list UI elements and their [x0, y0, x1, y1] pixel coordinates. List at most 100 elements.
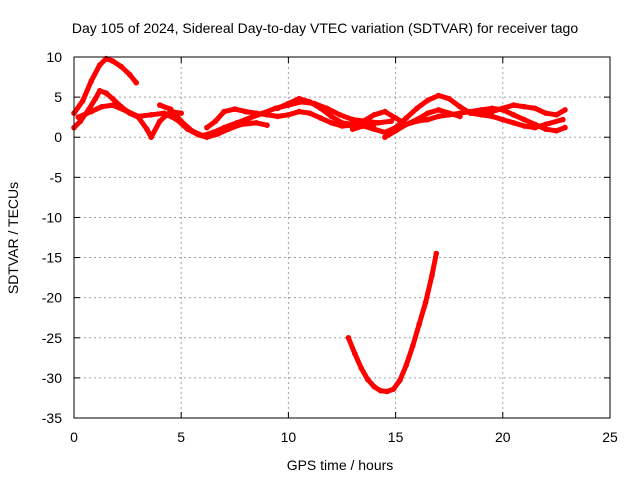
x-axis-label: GPS time / hours: [287, 457, 394, 473]
y-tick-label: -5: [50, 169, 63, 185]
y-tick-label: -15: [42, 250, 62, 266]
data-point: [285, 112, 292, 118]
x-tick-label: 15: [388, 429, 404, 445]
data-point: [500, 105, 506, 112]
x-tick-label: 25: [602, 429, 618, 445]
x-tick-label: 20: [495, 429, 511, 445]
data-point: [349, 121, 356, 128]
data-point: [96, 87, 103, 94]
data-point: [99, 103, 105, 110]
data-point: [328, 120, 335, 126]
data-point: [124, 108, 131, 115]
data-point: [126, 71, 133, 78]
data-point: [79, 98, 86, 104]
data-point: [274, 105, 281, 112]
y-tick-label: 5: [54, 89, 62, 105]
y-tick-label: -30: [42, 370, 62, 386]
data-point: [88, 78, 94, 84]
data-point: [96, 62, 103, 68]
data-point: [144, 126, 150, 132]
data-point: [435, 107, 442, 113]
data-layer: [71, 55, 568, 395]
data-point: [345, 335, 352, 341]
data-point: [414, 105, 420, 112]
data-point: [489, 108, 495, 115]
data-point: [446, 95, 453, 102]
data-point: [221, 108, 227, 115]
data-point: [328, 113, 335, 120]
data-point: [274, 113, 281, 120]
data-point: [253, 120, 259, 126]
data-point: [562, 124, 568, 131]
data-point: [521, 123, 527, 129]
data-point: [384, 388, 390, 395]
data-point: [75, 114, 82, 120]
data-point: [371, 121, 378, 128]
series-track-7: [349, 92, 566, 136]
data-point: [510, 120, 517, 126]
data-point: [542, 121, 549, 128]
data-point: [296, 108, 302, 115]
data-point: [414, 118, 420, 124]
data-point: [553, 112, 560, 118]
data-point: [521, 116, 527, 123]
data-point: [457, 110, 463, 116]
series-track-9: [478, 102, 568, 118]
data-point: [403, 362, 410, 368]
data-point: [457, 103, 463, 110]
data-point: [388, 118, 395, 124]
data-point: [371, 126, 378, 132]
data-point: [435, 113, 442, 120]
data-point: [157, 102, 163, 108]
data-point: [317, 105, 324, 112]
y-tick-label: -25: [42, 330, 62, 346]
data-point: [532, 105, 538, 112]
data-point: [148, 134, 154, 140]
data-point: [285, 100, 292, 107]
chart-title: Day 105 of 2024, Sidereal Day-to-day VTE…: [72, 20, 579, 36]
data-point: [221, 124, 227, 131]
data-point: [264, 112, 270, 118]
data-point: [360, 118, 367, 124]
data-point: [135, 113, 142, 120]
data-point: [392, 115, 399, 121]
data-point: [560, 116, 566, 123]
data-point: [109, 102, 116, 108]
y-axis-label: SDTVAR / TECUs: [5, 182, 21, 294]
data-point: [349, 126, 356, 132]
data-point: [264, 122, 270, 128]
data-point: [118, 63, 124, 70]
data-point: [178, 118, 184, 124]
data-point: [349, 116, 356, 123]
data-point: [157, 118, 163, 124]
data-point: [88, 108, 94, 115]
data-point: [489, 113, 495, 120]
data-point: [232, 106, 238, 112]
y-tick-label: 0: [54, 129, 62, 145]
data-point: [562, 107, 568, 113]
data-point: [337, 112, 343, 118]
data-point: [382, 108, 388, 115]
data-point: [403, 121, 410, 128]
data-point: [307, 110, 313, 116]
data-point: [429, 272, 435, 279]
x-tick-label: 0: [70, 429, 78, 445]
data-point: [500, 116, 506, 123]
data-point: [510, 102, 517, 108]
data-point: [178, 110, 184, 116]
data-point: [103, 90, 109, 96]
data-point: [148, 112, 154, 118]
data-point: [553, 128, 560, 134]
data-point: [397, 377, 403, 384]
data-point: [189, 128, 195, 134]
series-track-10: [345, 250, 440, 395]
data-point: [352, 351, 358, 357]
data-point: [296, 95, 302, 102]
data-point: [199, 132, 206, 139]
data-point: [425, 116, 431, 123]
x-tick-label: 5: [177, 429, 185, 445]
data-point: [416, 321, 423, 327]
data-point: [364, 376, 371, 383]
